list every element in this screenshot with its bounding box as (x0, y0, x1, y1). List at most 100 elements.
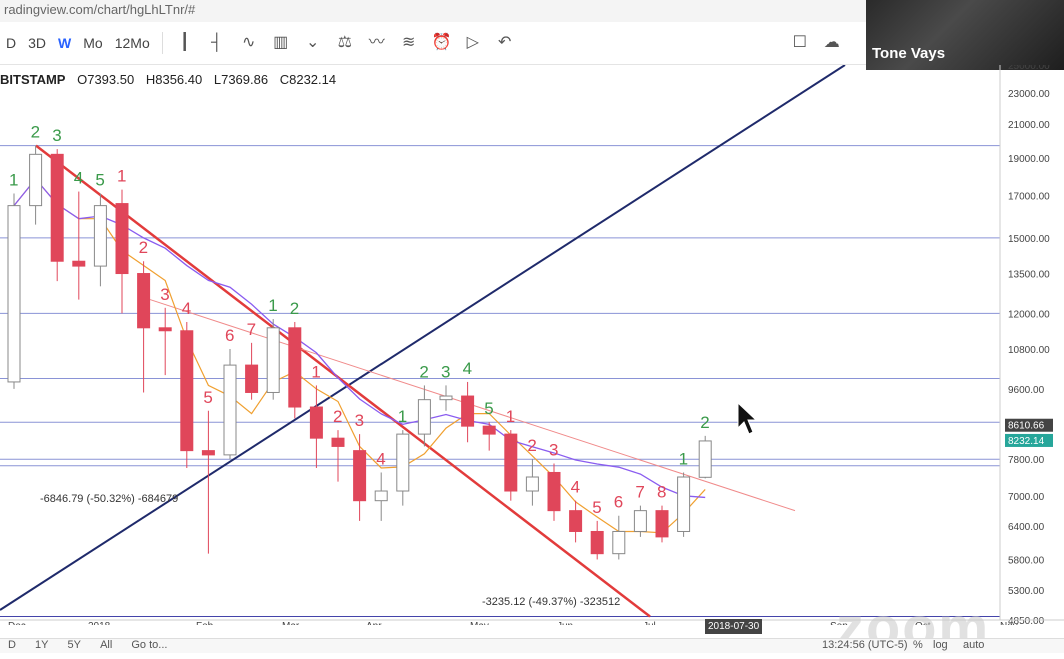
candle-body (525, 476, 539, 492)
url-text: radingview.com/chart/hgLhLTnr/# (4, 2, 196, 17)
candle-body (180, 330, 194, 452)
symbol-legend: BITSTAMP O7393.50 H8356.40 L7369.86 C823… (0, 72, 344, 87)
sequential-count-label: 2 (527, 436, 536, 455)
sequential-count-label: 1 (506, 407, 515, 426)
sequential-count-label: 5 (484, 399, 493, 418)
candle-body (482, 425, 496, 435)
high-value: H8356.40 (145, 72, 203, 87)
trend-line-resistance (35, 144, 651, 618)
candle-body (353, 450, 367, 502)
sequential-count-label: 1 (268, 296, 277, 315)
sequential-count-label: 4 (182, 299, 191, 318)
interval-w[interactable]: W (58, 35, 72, 51)
price-tick-label: 13500.00 (1008, 270, 1050, 281)
candle-body (29, 153, 43, 207)
price-tick-label: 12000.00 (1008, 309, 1050, 320)
candle-body (245, 364, 259, 393)
sequential-count-label: 7 (635, 483, 644, 502)
candle-body (72, 260, 86, 267)
sequential-count-label: 4 (463, 359, 472, 378)
line-icon[interactable]: ∿ (242, 34, 256, 51)
candle-body (201, 450, 215, 456)
candle-body (331, 437, 345, 447)
replay-icon[interactable]: ⏰ (431, 34, 452, 51)
candle-body (309, 406, 323, 439)
candle-body (137, 273, 151, 329)
time-tick-label: Oct (915, 621, 931, 625)
sequential-count-label: 1 (311, 362, 320, 381)
sequential-count-label: 7 (247, 320, 256, 339)
webcam-overlay: Tone Vays (866, 0, 1064, 70)
sequential-count-label: 1 (398, 407, 407, 426)
price-tick-label: 6400.00 (1008, 522, 1045, 533)
low-value: L7369.86 (213, 72, 269, 87)
log-toggle[interactable]: log (933, 639, 948, 651)
bars-icon[interactable]: ┤ (211, 34, 223, 51)
mouse-cursor-icon (737, 402, 758, 435)
candle-body (439, 395, 453, 401)
sequential-count-label: 4 (376, 449, 385, 468)
sequential-count-label: 2 (290, 299, 299, 318)
candle-body (569, 510, 583, 532)
range-1y[interactable]: 1Y (35, 639, 49, 651)
symbol-name[interactable]: BITSTAMP (0, 72, 66, 87)
sequential-count-label: 3 (52, 126, 61, 145)
candle-body (93, 205, 107, 267)
price-tag-label: 8232.14 (1008, 436, 1045, 447)
range-5y[interactable]: 5Y (67, 639, 82, 651)
time-tick-label: Nov (1000, 621, 1018, 625)
compare-icon[interactable]: ▥ (273, 34, 289, 51)
sequential-count-label: 1 (117, 167, 126, 186)
candle-body (266, 327, 280, 393)
candle-body (223, 364, 237, 456)
time-tick-label: Apr (366, 621, 382, 625)
clock: 13:24:56 (UTC-5) (822, 639, 908, 651)
interval-3d[interactable]: 3D (28, 35, 47, 51)
sequential-count-label: 2 (31, 123, 40, 142)
interval-mo[interactable]: Mo (83, 35, 103, 51)
alert-icon[interactable]: ≋ (402, 34, 416, 51)
undo-icon[interactable]: ▷ (466, 34, 479, 51)
time-tick-label: Jul (643, 621, 656, 625)
indicators-icon[interactable]: ⚖ (337, 34, 352, 51)
candles-icon[interactable]: ┃ (179, 34, 190, 51)
time-tick-label: Feb (196, 621, 214, 625)
time-tick-label: 2018 (88, 621, 111, 625)
candle-body (633, 510, 647, 532)
price-tick-label: 15000.00 (1008, 234, 1050, 245)
interval-d[interactable]: D (6, 35, 17, 51)
candle-body (115, 203, 129, 275)
candle-body (677, 476, 691, 532)
sequential-count-label: 1 (9, 171, 18, 190)
price-tick-label: 23000.00 (1008, 89, 1050, 100)
sequential-count-label: 1 (679, 449, 688, 468)
price-tick-label: 19000.00 (1008, 154, 1050, 165)
percent-toggle[interactable]: % (913, 639, 923, 651)
time-tick-label: May (470, 621, 489, 625)
moving-average-long (13, 177, 706, 499)
goto-date[interactable]: Go to... (131, 639, 168, 651)
price-tick-label: 17000.00 (1008, 192, 1050, 203)
close-value: C8232.14 (279, 72, 337, 87)
open-value: O7393.50 (77, 72, 135, 87)
auto-toggle[interactable]: auto (963, 639, 985, 651)
time-tick-label: Sep (830, 621, 848, 625)
snapshot-icon[interactable]: ☁ (823, 34, 840, 51)
chevron-down-icon[interactable]: ⌄ (306, 34, 320, 51)
price-tag (1005, 418, 1053, 432)
candle-body (461, 395, 475, 427)
crosshair-date: 2018-07-30 (705, 619, 763, 634)
redo-icon[interactable]: ↶ (498, 34, 512, 51)
time-tick-label: Mar (282, 621, 300, 625)
bottom-toolbar: D 1Y 5Y All Go to... 13:24:56 (UTC-5) % … (0, 638, 1064, 653)
interval-12mo[interactable]: 12Mo (114, 35, 150, 51)
time-tick-label: Dec (8, 621, 26, 625)
sequential-count-label: 5 (592, 498, 601, 517)
range-all[interactable]: All (100, 639, 113, 651)
fullscreen-icon[interactable]: ☐ (792, 34, 807, 51)
sequential-count-label: 3 (160, 285, 169, 304)
range-d[interactable]: D (8, 639, 16, 651)
sequential-count-label: 5 (95, 171, 104, 190)
templates-icon[interactable]: 〰 (368, 34, 385, 51)
